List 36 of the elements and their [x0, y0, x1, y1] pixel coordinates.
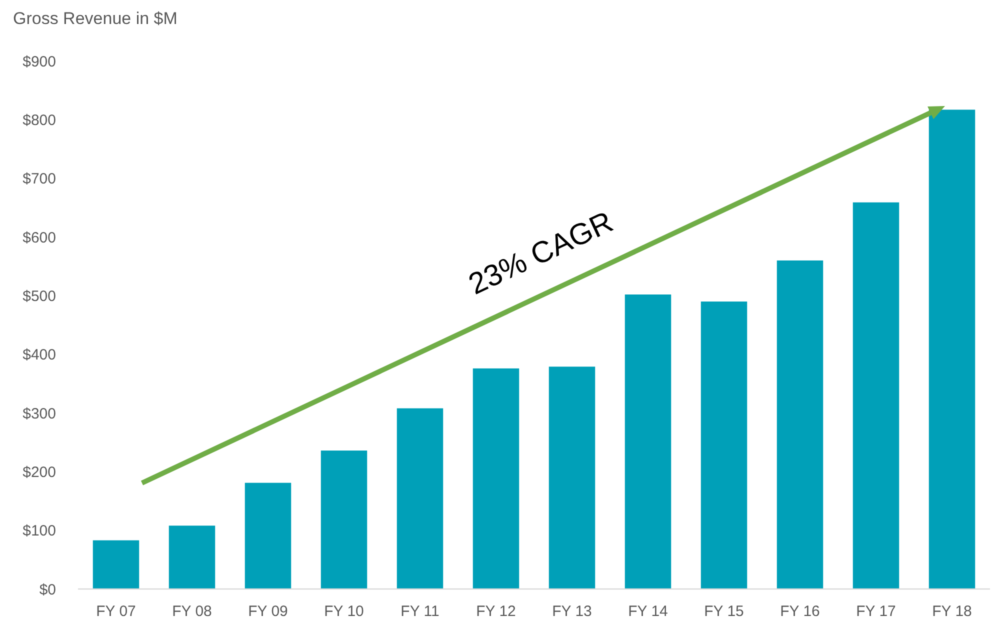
x-tick-label: FY 08 [172, 603, 212, 620]
x-tick-label: FY 11 [400, 603, 440, 620]
y-tick-label: $800 [22, 112, 56, 129]
y-tick-label: $300 [22, 405, 56, 422]
x-tick-label: FY 17 [856, 603, 896, 620]
bar [928, 110, 976, 589]
bar [700, 302, 748, 589]
annotation: 23% CAGR [464, 206, 618, 302]
x-tick-label: FY 09 [248, 603, 288, 620]
bar [852, 202, 900, 589]
x-tick-label: FY 12 [476, 603, 516, 620]
bar [320, 450, 368, 589]
bar [92, 540, 140, 589]
bar [168, 526, 216, 589]
bar [776, 260, 824, 589]
x-tick-label: FY 13 [552, 603, 592, 620]
x-tick-label: FY 18 [932, 603, 972, 620]
x-tick-label: FY 07 [96, 603, 136, 620]
y-tick-label: $0 [39, 581, 56, 598]
bar [624, 294, 672, 589]
bar [472, 368, 520, 589]
bar [244, 482, 292, 589]
y-tick-label: $500 [22, 288, 56, 305]
bar [548, 366, 596, 589]
chart-title: Gross Revenue in $M [13, 9, 178, 28]
x-tick-label: FY 10 [324, 603, 364, 620]
y-tick-label: $600 [22, 229, 56, 246]
x-tick-label: FY 16 [780, 603, 820, 620]
x-tick-label: FY 15 [704, 603, 744, 620]
y-tick-label: $100 [22, 522, 56, 540]
y-tick-label: $700 [22, 170, 56, 188]
bar [396, 408, 444, 589]
y-tick-label: $400 [22, 346, 56, 364]
y-tick-label: $900 [22, 53, 56, 70]
x-tick-label: FY 14 [628, 603, 668, 620]
y-tick-label: $200 [22, 464, 56, 481]
